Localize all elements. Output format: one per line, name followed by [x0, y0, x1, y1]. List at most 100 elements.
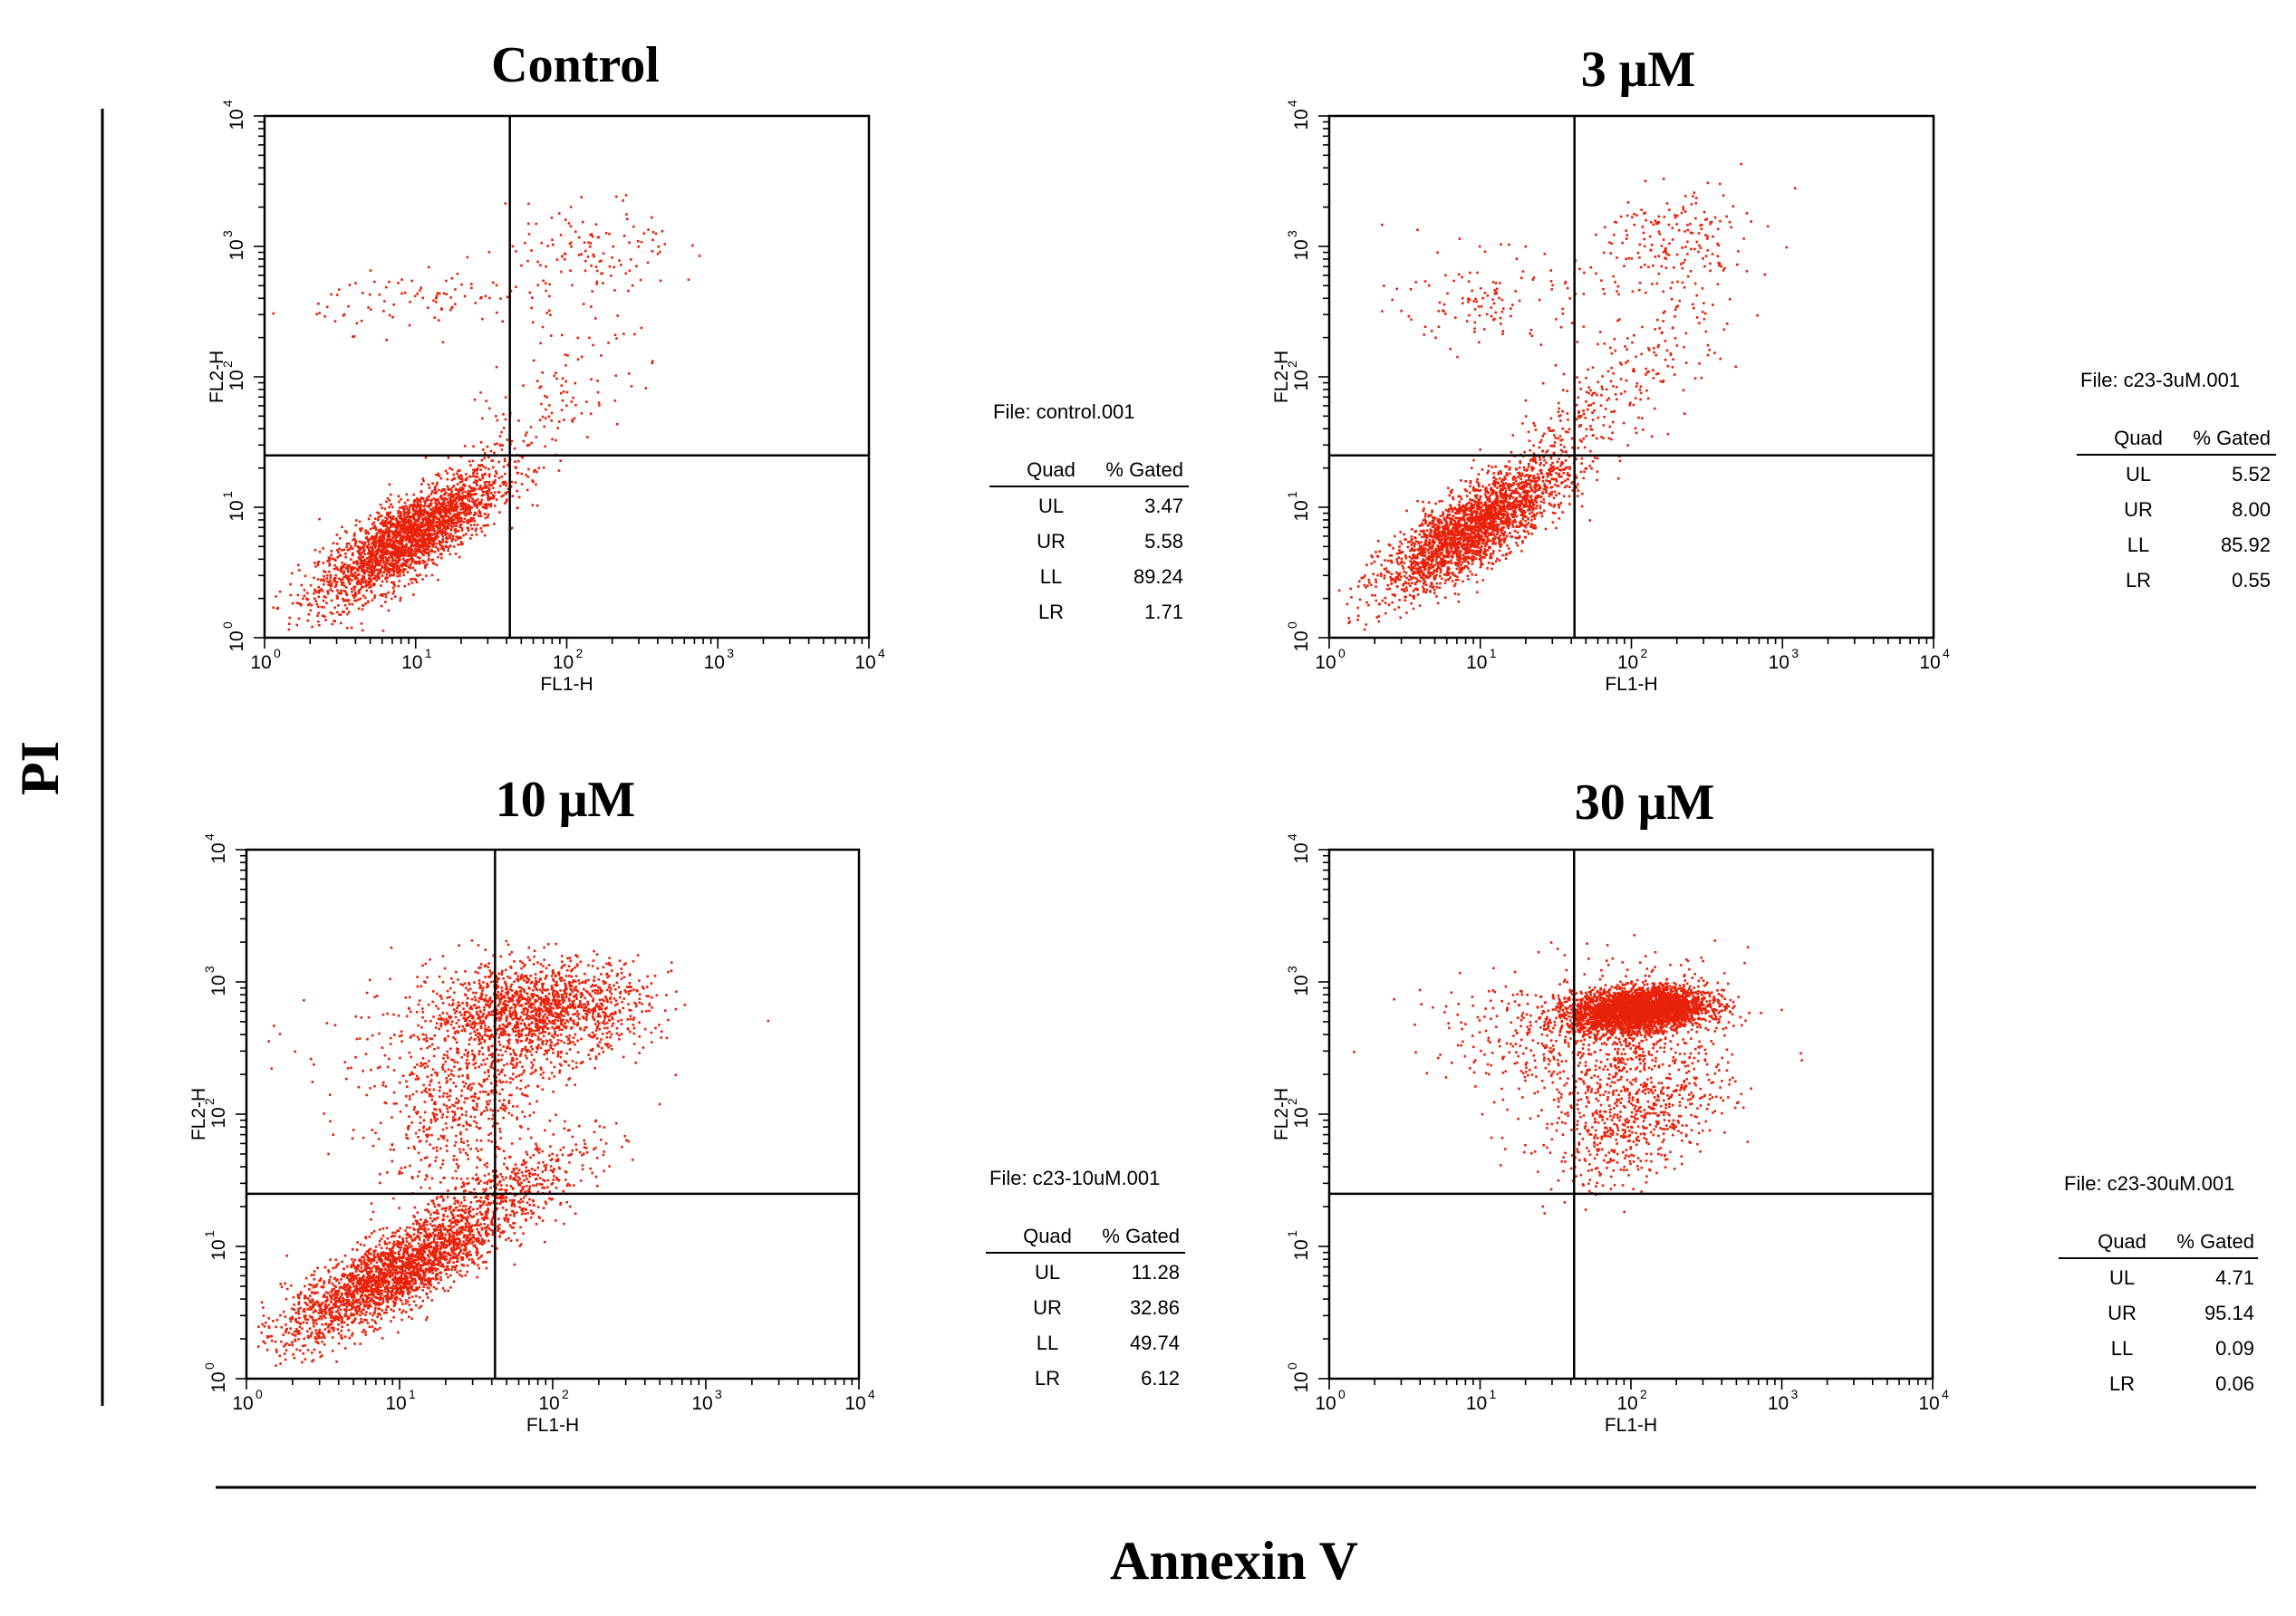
event-dot	[640, 326, 643, 330]
event-dot	[1439, 571, 1442, 574]
event-dot	[1539, 500, 1543, 504]
event-dot	[413, 553, 417, 557]
event-dot	[439, 476, 443, 480]
event-dot	[354, 599, 358, 602]
event-dot	[1469, 546, 1472, 549]
event-dot	[429, 545, 431, 548]
event-dot	[447, 504, 450, 507]
event-dot	[612, 245, 615, 248]
event-dot	[1490, 501, 1494, 504]
event-dot	[1435, 586, 1439, 589]
event-dot	[479, 297, 482, 300]
event-dot	[435, 534, 438, 537]
event-dot	[421, 545, 425, 549]
event-dot	[540, 402, 543, 406]
event-dot	[1523, 497, 1526, 501]
event-dot	[408, 531, 410, 534]
event-dot	[473, 511, 477, 515]
event-dot	[1511, 515, 1514, 519]
event-dot	[1435, 527, 1438, 530]
event-dot	[275, 607, 279, 611]
event-dot	[491, 483, 494, 486]
event-dot	[1523, 475, 1527, 477]
event-dot	[419, 573, 422, 576]
event-dot	[1423, 579, 1425, 582]
event-dot	[627, 289, 630, 293]
event-dot	[1438, 542, 1441, 545]
event-dot	[323, 315, 326, 318]
event-dot	[687, 278, 690, 281]
event-dot	[400, 528, 403, 532]
event-dot	[332, 557, 334, 561]
event-dot	[373, 280, 376, 284]
event-dot	[1531, 526, 1535, 529]
event-dot	[357, 591, 361, 593]
event-dot	[659, 279, 662, 283]
event-dot	[313, 576, 315, 580]
event-dot	[1475, 480, 1479, 484]
event-dot	[381, 574, 384, 577]
event-dot	[1548, 471, 1551, 474]
event-dot	[398, 531, 400, 534]
event-dot	[323, 570, 325, 572]
event-dot	[471, 459, 475, 463]
stats-header-gated: % Gated	[1105, 458, 1183, 481]
event-dot	[1458, 568, 1462, 572]
event-dot	[493, 495, 496, 498]
event-dot	[467, 497, 469, 501]
event-dot	[1450, 491, 1452, 495]
event-dot	[493, 451, 496, 455]
event-dot	[1577, 483, 1579, 486]
event-dot	[352, 534, 356, 537]
event-dot	[630, 385, 633, 388]
event-dot	[468, 495, 471, 497]
event-dot	[1486, 498, 1490, 501]
event-dot	[394, 525, 398, 529]
event-dot	[357, 598, 360, 601]
event-dot	[1460, 479, 1462, 482]
event-dot	[488, 496, 492, 499]
event-dot	[430, 537, 434, 541]
event-dot	[455, 501, 458, 505]
event-dot	[362, 604, 365, 607]
event-dot	[469, 494, 472, 496]
event-dot	[1435, 555, 1438, 559]
event-dot	[464, 510, 468, 513]
event-dot	[481, 475, 485, 478]
event-dot	[429, 521, 432, 524]
event-dot	[1484, 508, 1488, 511]
event-dot	[1453, 529, 1456, 533]
event-dot	[435, 507, 438, 510]
event-dot	[358, 551, 361, 553]
event-dot	[1512, 525, 1515, 528]
event-dot	[411, 540, 415, 543]
event-dot	[1498, 524, 1500, 526]
event-dot	[1466, 502, 1469, 505]
event-dot	[346, 575, 350, 579]
event-dot	[416, 526, 419, 529]
event-dot	[1443, 596, 1447, 599]
event-dot	[1443, 559, 1447, 563]
event-dot	[443, 530, 447, 534]
event-dot	[1436, 562, 1439, 565]
event-dot	[1362, 576, 1365, 579]
event-dot	[560, 391, 563, 395]
event-dot	[436, 498, 439, 501]
event-dot	[497, 476, 501, 479]
event-dot	[368, 293, 371, 296]
event-dot	[498, 511, 501, 514]
event-dot	[589, 245, 592, 248]
event-dot	[367, 541, 370, 543]
event-dot	[1367, 581, 1371, 584]
event-dot	[1394, 576, 1397, 579]
event-dot	[324, 619, 327, 621]
event-dot	[428, 486, 431, 489]
event-dot	[1450, 543, 1453, 545]
event-dot	[415, 547, 418, 551]
event-dot	[425, 574, 428, 577]
event-dot	[411, 505, 415, 508]
event-dot	[1446, 542, 1449, 545]
event-dot	[461, 543, 464, 545]
event-dot	[1556, 467, 1559, 470]
